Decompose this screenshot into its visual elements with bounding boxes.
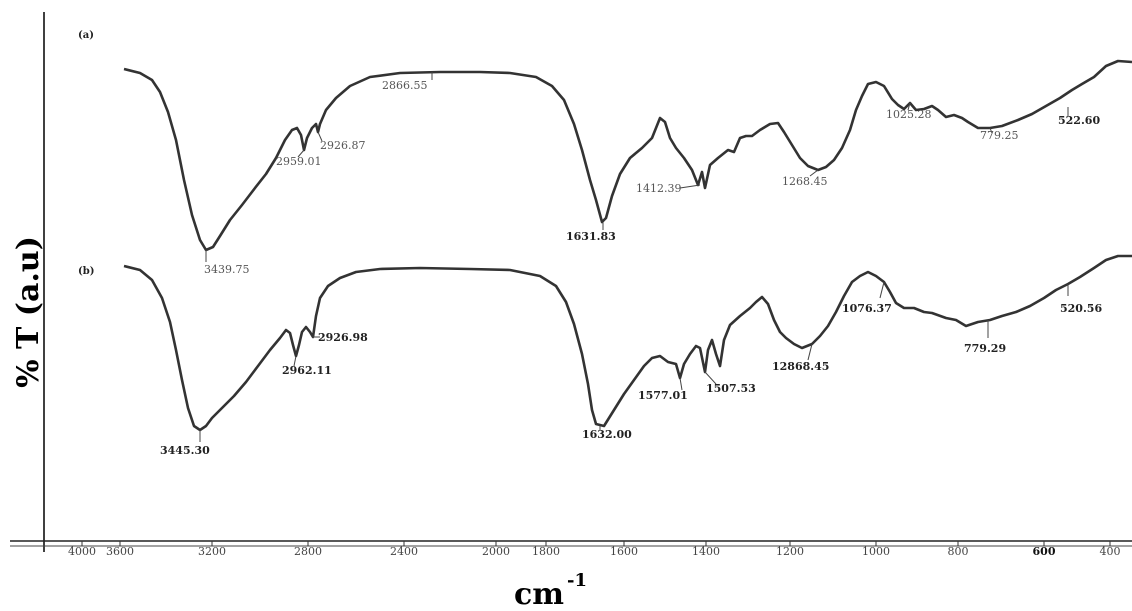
- x-tick-label: 1400: [692, 545, 720, 558]
- peak-label: 520.56: [1060, 302, 1102, 315]
- peak-label: 2926.87: [320, 139, 366, 152]
- peak-label: 2926.98: [318, 331, 368, 344]
- peak-label: 1076.37: [842, 302, 892, 315]
- peak-label: 2962.11: [282, 364, 332, 377]
- peak-leader-line: [879, 281, 885, 299]
- peak-label: 2959.01: [276, 155, 322, 168]
- x-ticks: 4000 3600 3200 2800 2400 2000 1800 1600 1400 1200…: [68, 541, 1121, 558]
- peak-label: 779.25: [980, 129, 1019, 142]
- peak-leader-line: [317, 131, 323, 142]
- panel-label-b: (b): [78, 266, 94, 277]
- peak-leader-line: [293, 355, 297, 367]
- peak-leader-line: [989, 127, 993, 134]
- peak-leader-line: [704, 371, 717, 385]
- peak-leader-line: [679, 184, 701, 189]
- peak-label: 12868.45: [772, 360, 829, 373]
- y-axis-label: % T (a.u): [11, 236, 46, 388]
- peak-label: 1507.53: [706, 382, 756, 395]
- x-tick-label: 4000: [68, 545, 96, 558]
- peak-annotations: 3439.75 2959.01 2926.87 2866.55 1631.83 1412.…: [160, 72, 1102, 457]
- x-tick-label: 2800: [294, 545, 322, 558]
- peak-leader-line: [907, 102, 911, 111]
- x-axis-label-base: cm: [514, 577, 564, 611]
- peak-leader-line: [809, 169, 819, 177]
- peak-label: 1412.39: [636, 182, 682, 195]
- x-tick-label: 2400: [390, 545, 418, 558]
- peak-label: 1025.28: [886, 108, 932, 121]
- peak-leader-line: [297, 149, 305, 158]
- x-tick-label: 2000: [482, 545, 510, 558]
- x-tick-label: 3200: [198, 545, 226, 558]
- x-tick-label: 600: [1033, 545, 1056, 558]
- x-tick-label: 800: [948, 545, 969, 558]
- x-axis-label: cm -1: [514, 570, 587, 611]
- peak-label: 1577.01: [638, 389, 688, 402]
- x-tick-label: 400: [1100, 545, 1121, 558]
- peak-label: 1632.00: [582, 428, 632, 441]
- peak-label: 1631.83: [566, 230, 616, 243]
- peak-label: 779.29: [964, 342, 1006, 355]
- spectrum-a-line: [123, 59, 1132, 252]
- panel-label-a: (a): [78, 30, 94, 41]
- x-tick-label: 1200: [776, 545, 804, 558]
- peak-leader-line: [807, 343, 813, 361]
- x-tick-label: 1000: [862, 545, 890, 558]
- peak-label: 1268.45: [782, 175, 828, 188]
- peak-label: 3445.30: [160, 444, 210, 457]
- peak-leader-line: [679, 377, 683, 391]
- peak-label: 3439.75: [204, 263, 250, 276]
- x-axis-label-exponent: -1: [567, 570, 587, 591]
- peak-label: 2866.55: [382, 79, 428, 92]
- x-tick-label: 1600: [610, 545, 638, 558]
- peak-label: 522.60: [1058, 114, 1100, 127]
- x-tick-label: 3600: [106, 545, 134, 558]
- x-tick-label: 1800: [532, 545, 560, 558]
